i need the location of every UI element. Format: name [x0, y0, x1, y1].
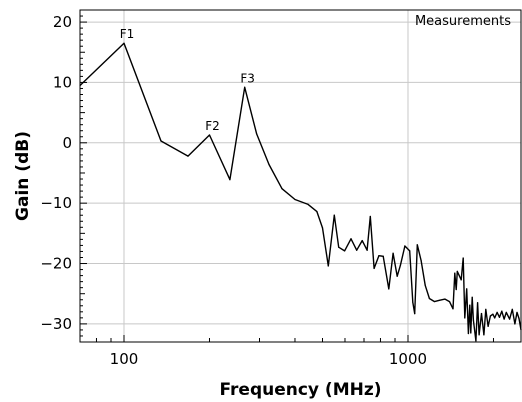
- x-axis-title: Frequency (MHz): [220, 380, 382, 400]
- legend-entry: Measurements: [415, 14, 511, 29]
- data-point: [511, 308, 513, 311]
- data-point: [396, 275, 398, 277]
- data-point: [466, 288, 468, 290]
- data-point: [438, 299, 440, 301]
- peak-annotation: F3: [240, 71, 255, 85]
- data-point: [338, 246, 340, 248]
- data-point: [483, 334, 485, 336]
- data-point: [268, 163, 270, 166]
- annotations: F1 F2 F3: [120, 27, 255, 133]
- data-point: [307, 203, 309, 205]
- series-line: [79, 42, 522, 342]
- data-point: [388, 288, 390, 290]
- y-tick-label: −10: [40, 194, 72, 212]
- data-point: [404, 245, 406, 247]
- data-point: [494, 317, 496, 319]
- data-point: [420, 259, 422, 262]
- data-point: [366, 249, 368, 251]
- data-point: [399, 264, 401, 266]
- data-point: [416, 244, 418, 246]
- data-point: [350, 238, 352, 240]
- data-point: [492, 313, 494, 315]
- data-point: [316, 211, 318, 213]
- data-point: [327, 265, 329, 267]
- data-point: [424, 284, 426, 286]
- data-point: [409, 250, 411, 252]
- data-point: [187, 155, 189, 157]
- data-point: [476, 302, 479, 304]
- data-point: [480, 313, 483, 315]
- data-point: [455, 288, 457, 291]
- grid: [80, 10, 521, 342]
- data-point: [356, 249, 358, 251]
- data-point: [487, 325, 489, 327]
- data-series: [79, 42, 522, 342]
- data-point: [281, 188, 283, 190]
- data-point: [456, 270, 458, 272]
- data-point: [361, 239, 363, 242]
- data-point: [433, 300, 436, 303]
- data-point: [470, 332, 472, 334]
- data-point: [428, 297, 431, 300]
- data-point: [392, 252, 394, 254]
- data-point: [244, 86, 246, 88]
- data-point: [333, 214, 335, 216]
- data-point: [514, 323, 516, 325]
- data-point: [452, 308, 454, 310]
- data-point: [471, 296, 473, 298]
- x-tick-label: 1000: [389, 350, 427, 368]
- peak-annotation: F2: [205, 119, 220, 133]
- data-point: [505, 311, 507, 314]
- data-point: [123, 42, 125, 44]
- data-point: [469, 304, 471, 306]
- data-point: [496, 311, 498, 314]
- plot-frame: [79, 9, 522, 343]
- y-axis-title: Gain (dB): [13, 131, 33, 221]
- data-point: [412, 301, 414, 303]
- data-point: [478, 334, 480, 336]
- data-point: [485, 308, 487, 311]
- data-point: [501, 310, 503, 312]
- data-point: [509, 318, 511, 320]
- x-tick-label: 100: [110, 350, 139, 368]
- data-point: [382, 255, 384, 257]
- data-point: [369, 215, 371, 218]
- data-point: [467, 332, 469, 335]
- y-tick-label: 10: [53, 73, 72, 91]
- data-point: [464, 317, 466, 319]
- data-point: [321, 227, 324, 229]
- data-point: [373, 267, 375, 269]
- data-point: [414, 313, 416, 315]
- peak-annotation: F1: [120, 27, 135, 41]
- y-tick-label: −30: [40, 315, 72, 333]
- data-point: [255, 133, 258, 135]
- data-point: [462, 257, 464, 259]
- data-point: [498, 316, 501, 318]
- data-point: [475, 340, 477, 342]
- data-point: [518, 317, 520, 320]
- data-point: [472, 319, 475, 321]
- y-tick-label: 20: [53, 13, 72, 31]
- data-point: [460, 279, 462, 281]
- data-point: [378, 255, 380, 257]
- data-point: [454, 272, 456, 274]
- data-point: [343, 250, 346, 252]
- data-point: [294, 198, 296, 201]
- y-tick-label: 0: [62, 134, 72, 152]
- data-point: [444, 298, 446, 300]
- data-point: [489, 315, 491, 317]
- data-point: [448, 300, 451, 303]
- data-point: [229, 179, 231, 181]
- y-tick-label: −20: [40, 255, 72, 273]
- data-point: [160, 140, 162, 142]
- data-point: [516, 311, 518, 314]
- data-point: [503, 318, 505, 320]
- data-point: [208, 134, 211, 136]
